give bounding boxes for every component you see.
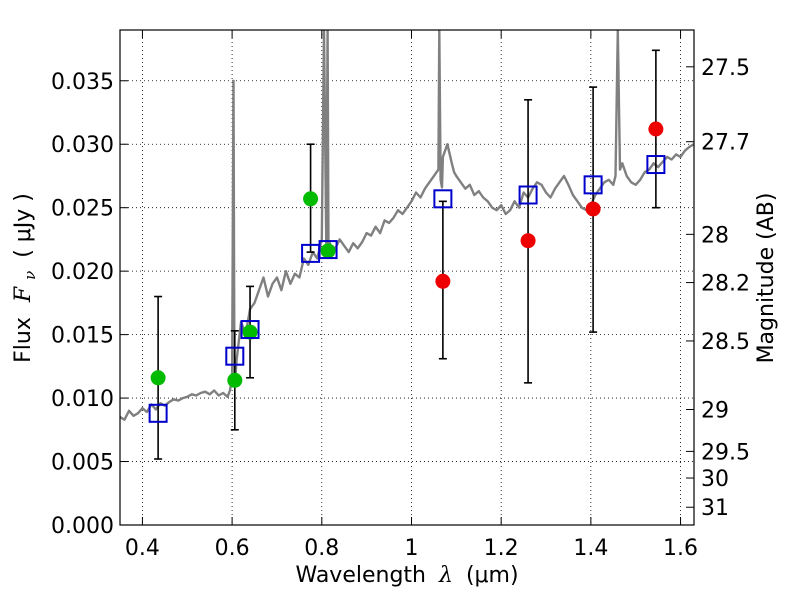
ir-point xyxy=(585,201,601,217)
y-tick-label: 0.005 xyxy=(51,451,114,476)
detection-point xyxy=(242,324,258,340)
y2-tick-label: 31 xyxy=(701,496,729,521)
y-axis-label: Flux F ν ( μJy ) xyxy=(11,193,41,363)
x-tick-label: 1.4 xyxy=(573,536,608,561)
y2-tick-label: 29.5 xyxy=(701,440,750,465)
model-photometry-point xyxy=(148,403,168,423)
model-photometry-point xyxy=(518,185,538,205)
y2-tick-label: 28 xyxy=(701,223,729,248)
model-photometry-point xyxy=(646,155,666,175)
plot-area xyxy=(120,30,694,525)
y-tick-label: 0.030 xyxy=(51,133,114,158)
ir-point xyxy=(435,273,451,289)
y-tick-label: 0.020 xyxy=(51,260,114,285)
y-tick-label: 0.015 xyxy=(51,324,114,349)
detection-point xyxy=(227,372,243,388)
plot-frame xyxy=(119,29,695,526)
detection-point xyxy=(303,191,319,207)
x-axis: 0.4 0.6 0.8 1 1.2 1.4 1.6 xyxy=(125,30,698,561)
ir-point xyxy=(520,233,536,249)
y-tick-label: 0.035 xyxy=(51,70,114,95)
ir-point xyxy=(648,121,664,137)
grid xyxy=(120,30,694,526)
x-tick-label: 1.2 xyxy=(484,536,519,561)
model-photometry-point xyxy=(225,346,245,366)
x-tick-label: 0.8 xyxy=(304,536,339,561)
y-tick-label: 0.010 xyxy=(51,387,114,412)
y2-tick-label: 27.7 xyxy=(701,131,750,156)
x-tick-label: 0.4 xyxy=(125,536,160,561)
points-layer xyxy=(148,121,666,423)
model-photometry-point xyxy=(433,189,453,209)
y2-tick-label: 28.5 xyxy=(701,330,750,355)
y2-tick-label: 29 xyxy=(701,399,729,424)
y-tick-label: 0.025 xyxy=(51,197,114,222)
detection-point xyxy=(320,243,336,259)
model-photometry-point xyxy=(318,240,338,260)
model-photometry-point xyxy=(583,175,603,195)
model-photometry-point xyxy=(240,320,260,340)
y2-tick-label: 28.2 xyxy=(701,272,750,297)
y-axis: 0.000 0.005 0.010 0.015 0.020 0.025 0.030 0.035 xyxy=(51,70,128,539)
x-tick-label: 1.6 xyxy=(663,536,698,561)
y2-axis: 27.5 27.7 28 28.2 28.5 29 29.530 31 xyxy=(686,56,750,521)
x-tick-label: 0.6 xyxy=(215,536,250,561)
y2-tick-label: 30 xyxy=(701,467,729,492)
detection-point xyxy=(150,370,166,386)
y2-tick-label: 27.5 xyxy=(701,56,750,81)
y-tick-label: 0.000 xyxy=(51,514,114,539)
y2-axis-label: Magnitude (AB) xyxy=(754,193,779,364)
x-tick-label: 1 xyxy=(404,536,418,561)
x-axis-label: Wavelength λ (μm) xyxy=(295,563,518,588)
